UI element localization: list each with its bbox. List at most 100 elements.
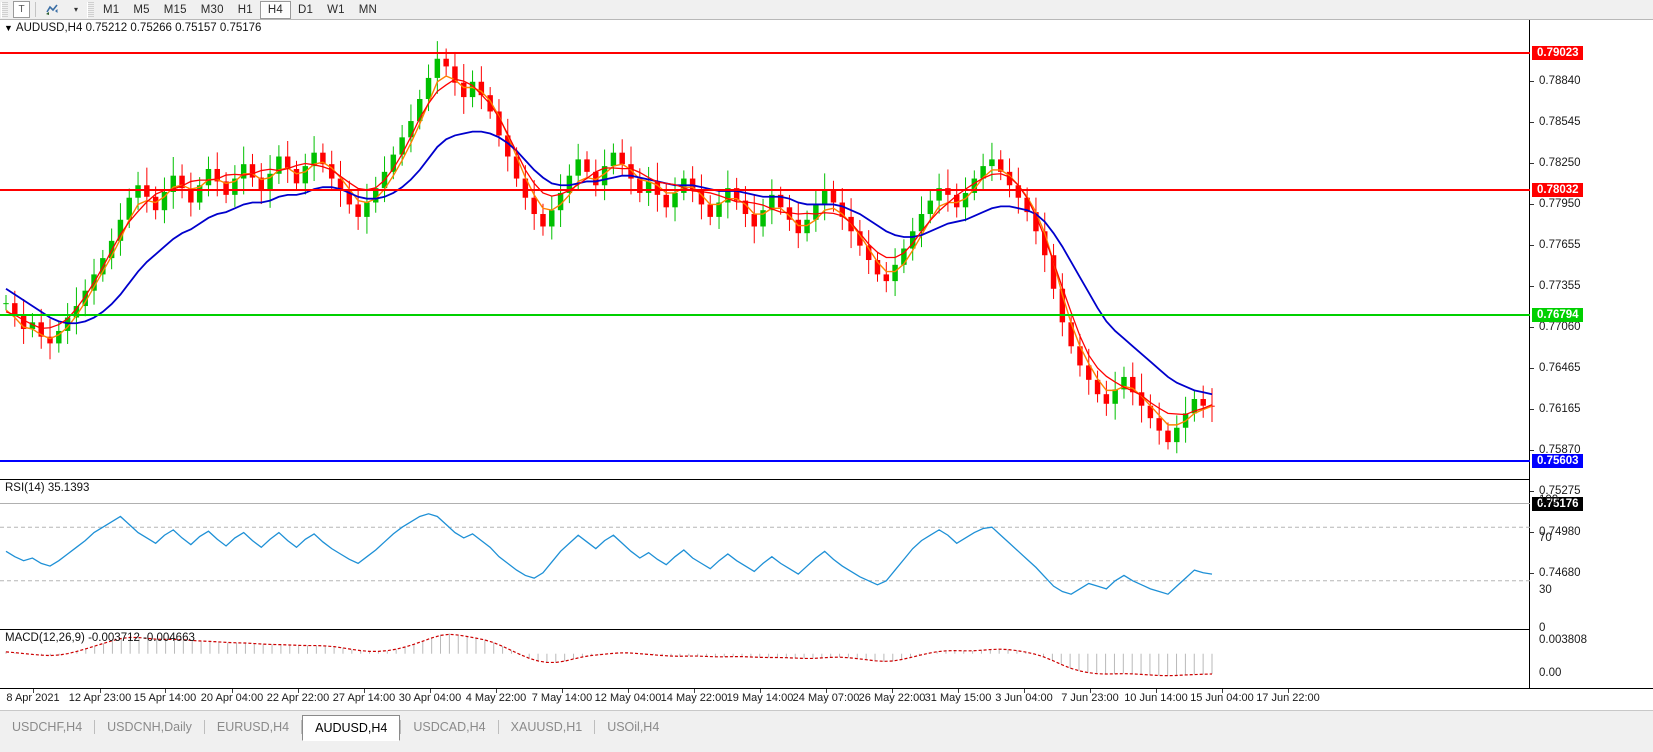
price-axis-label-0.75870: 0.75870	[1539, 444, 1581, 456]
price-axis-tick	[1530, 409, 1534, 410]
chart-tab-eurusd-h4[interactable]: EURUSD,H4	[216, 720, 290, 734]
time-axis-tick	[1090, 689, 1091, 693]
time-axis-tick	[826, 689, 827, 693]
price-axis-tick	[1530, 122, 1534, 123]
price-axis-tick	[1530, 450, 1534, 451]
time-axis-label: 19 May 14:00	[726, 692, 794, 704]
macd-pane[interactable]	[0, 630, 1530, 688]
text-tool-icon[interactable]: T	[13, 1, 30, 18]
time-axis-tick	[298, 689, 299, 693]
main-toolbar: T ▾ M1 M5 M15 M30 H1 H4 D1 W1 MN	[0, 0, 1653, 20]
rsi-scale-label-30: 30	[1539, 584, 1552, 596]
price-axis-label-0.78840: 0.78840	[1539, 75, 1581, 87]
timeframe-button-d1[interactable]: D1	[297, 3, 314, 16]
timeframe-button-h1[interactable]: H1	[237, 3, 253, 16]
price-axis-label-0.78250: 0.78250	[1539, 157, 1581, 169]
price-axis-label-0.77355: 0.77355	[1539, 280, 1581, 292]
price-candles	[3, 41, 1215, 454]
time-axis-label: 3 Jun 04:00	[995, 692, 1053, 704]
price-axis-tick	[1530, 286, 1534, 287]
tab-divider	[203, 720, 205, 734]
rsi-line	[0, 513, 1530, 595]
tab-divider	[400, 720, 402, 734]
time-axis-label: 8 Apr 2021	[6, 692, 60, 704]
rsi-scale-label-0: 0	[1539, 622, 1546, 634]
time-axis-label: 26 May 22:00	[858, 692, 926, 704]
time-axis-tick	[760, 689, 761, 693]
price-axis-tick	[1530, 327, 1534, 328]
time-axis-label: 14 May 22:00	[660, 692, 728, 704]
chart-area[interactable]: ▼ AUDUSD,H4 0.75212 0.75266 0.75157 0.75…	[0, 20, 1653, 712]
level-line-support-1[interactable]	[0, 314, 1530, 316]
timeframe-button-m5[interactable]: M5	[133, 3, 150, 16]
timeframe-button-w1[interactable]: W1	[327, 3, 345, 16]
time-axis-tick	[364, 689, 365, 693]
time-axis-tick	[1156, 689, 1157, 693]
price-axis-chip-0.75176[interactable]: 0.75176	[1532, 497, 1583, 511]
time-axis-tick	[1288, 689, 1289, 693]
macd-histogram	[5, 633, 1213, 677]
chart-header: ▼ AUDUSD,H4 0.75212 0.75266 0.75157 0.75…	[4, 22, 261, 34]
price-axis-tick	[1530, 204, 1534, 205]
chart-tab-usoil-h4[interactable]: USOil,H4	[607, 720, 660, 734]
timeframe-button-m30[interactable]: M30	[200, 3, 224, 16]
time-axis-label: 17 Jun 22:00	[1256, 692, 1320, 704]
price-axis-tick	[1530, 491, 1534, 492]
chart-collapse-icon[interactable]: ▼	[4, 23, 13, 33]
macd-scale-label-0.00: 0.00	[1539, 667, 1562, 679]
macd-indicator-label: MACD(12,26,9) -0.003712 -0.004663	[5, 632, 195, 644]
indicators-icon[interactable]	[41, 1, 64, 19]
price-axis-tick	[1530, 163, 1534, 164]
price-axis-label-0.76165: 0.76165	[1539, 403, 1581, 415]
time-axis-tick	[430, 689, 431, 693]
timeframe-button-h4[interactable]: H4	[259, 0, 291, 19]
level-line-resistance-2[interactable]	[0, 189, 1530, 191]
pane-separator-rsi	[0, 479, 1653, 480]
time-axis-label: 7 May 14:00	[531, 692, 593, 704]
chart-tab-usdcnh-daily[interactable]: USDCNH,Daily	[107, 720, 192, 734]
time-axis-tick	[562, 689, 563, 693]
timeframe-button-mn[interactable]: MN	[358, 3, 378, 16]
time-axis-label: 12 Apr 23:00	[68, 692, 132, 704]
rsi-pane[interactable]	[0, 480, 1530, 628]
timeframe-button-m15[interactable]: M15	[163, 3, 187, 16]
price-axis-label-0.74980: 0.74980	[1539, 526, 1581, 538]
toolbar-grip[interactable]	[1, 1, 8, 18]
price-axis-label-0.77060: 0.77060	[1539, 321, 1581, 333]
plot-frame	[0, 20, 1530, 688]
price-axis-label-0.76465: 0.76465	[1539, 362, 1581, 374]
price-pane[interactable]	[0, 20, 1530, 478]
price-axis-chip-0.79023[interactable]: 0.79023	[1532, 46, 1583, 60]
chart-tab-usdchf-h4[interactable]: USDCHF,H4	[12, 720, 83, 734]
price-axis-chip-0.75603[interactable]: 0.75603	[1532, 454, 1583, 468]
timeframe-button-m1[interactable]: M1	[103, 3, 120, 16]
timeframe-button-group: M1 M5 M15 M30 H1 H4 D1 W1 MN	[96, 0, 384, 19]
tab-divider	[594, 720, 596, 734]
price-axis-tick	[1530, 368, 1534, 369]
price-axis-chip-0.76794[interactable]: 0.76794	[1532, 308, 1583, 322]
chart-tab-usdcad-h4[interactable]: USDCAD,H4	[413, 720, 486, 734]
time-axis-tick	[628, 689, 629, 693]
price-axis-chip-0.78032[interactable]: 0.78032	[1532, 183, 1583, 197]
time-axis[interactable]: 8 Apr 2021 12 Apr 23:00 15 Apr 14:00 20 Apr…	[0, 688, 1653, 710]
tab-divider	[301, 720, 303, 734]
price-axis[interactable]: 0.79023 0.78840 0.78545 0.78250 0.78032 0.779…	[1530, 20, 1653, 712]
time-axis-label: 12 May 04:00	[594, 692, 662, 704]
chart-tab-xauusd-h1[interactable]: XAUUSD,H1	[510, 720, 583, 734]
time-axis-tick	[1222, 689, 1223, 693]
level-line-current-price	[0, 503, 1530, 504]
time-axis-tick	[232, 689, 233, 693]
level-line-resistance-1[interactable]	[0, 52, 1530, 54]
tab-divider	[94, 720, 96, 734]
level-line-support-2[interactable]	[0, 460, 1530, 462]
indicators-dropdown-caret[interactable]: ▾	[73, 5, 78, 14]
tab-divider	[497, 720, 499, 734]
time-axis-label: 15 Apr 14:00	[133, 692, 197, 704]
time-axis-tick	[694, 689, 695, 693]
time-axis-label: 27 Apr 14:00	[332, 692, 396, 704]
chart-tab-audusd-h4[interactable]: AUDUSD,H4	[302, 715, 401, 741]
price-axis-tick	[1530, 573, 1534, 574]
timeframe-group-grip[interactable]	[87, 1, 94, 18]
time-axis-label: 7 Jun 23:00	[1061, 692, 1119, 704]
price-axis-tick	[1530, 81, 1534, 82]
